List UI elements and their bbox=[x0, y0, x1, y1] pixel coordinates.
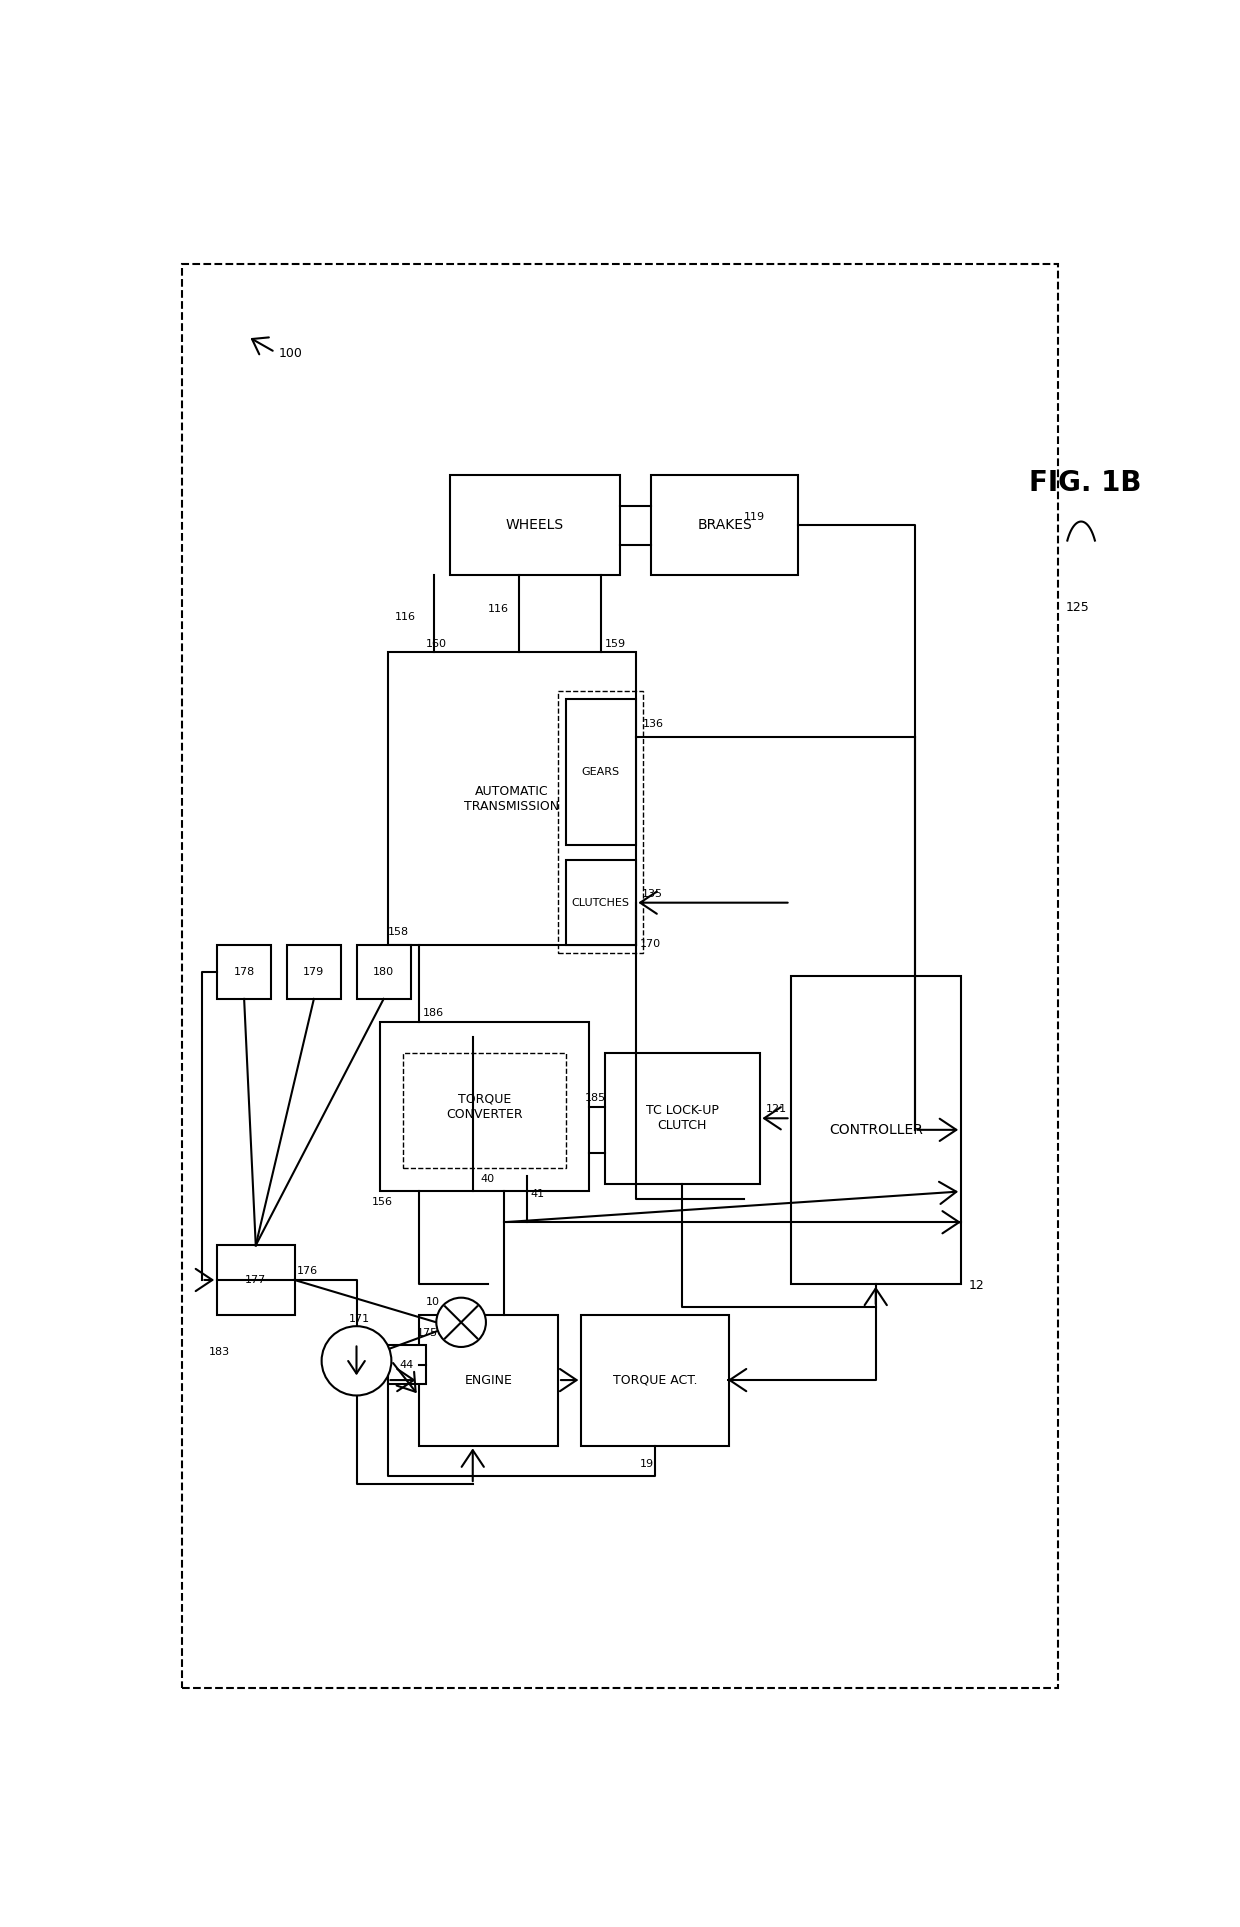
Text: 178: 178 bbox=[233, 967, 254, 977]
Text: TORQUE ACT.: TORQUE ACT. bbox=[613, 1374, 697, 1387]
Text: 186: 186 bbox=[423, 1008, 444, 1017]
Text: 177: 177 bbox=[246, 1276, 267, 1285]
Text: 158: 158 bbox=[387, 927, 409, 937]
Text: 180: 180 bbox=[373, 967, 394, 977]
FancyBboxPatch shape bbox=[379, 1021, 589, 1191]
Text: 176: 176 bbox=[296, 1266, 317, 1276]
FancyBboxPatch shape bbox=[286, 944, 341, 998]
FancyBboxPatch shape bbox=[387, 653, 635, 944]
Text: ENGINE: ENGINE bbox=[464, 1374, 512, 1387]
FancyBboxPatch shape bbox=[651, 476, 799, 576]
FancyBboxPatch shape bbox=[449, 476, 620, 576]
Text: TORQUE
CONVERTER: TORQUE CONVERTER bbox=[446, 1093, 523, 1122]
FancyBboxPatch shape bbox=[387, 1345, 427, 1384]
Text: 136: 136 bbox=[644, 719, 665, 730]
Text: 170: 170 bbox=[640, 938, 661, 948]
Circle shape bbox=[436, 1297, 486, 1347]
Text: 156: 156 bbox=[372, 1197, 393, 1206]
FancyBboxPatch shape bbox=[419, 1314, 558, 1445]
Text: 171: 171 bbox=[348, 1314, 370, 1324]
FancyBboxPatch shape bbox=[217, 944, 272, 998]
FancyBboxPatch shape bbox=[605, 1052, 759, 1183]
Text: 185: 185 bbox=[585, 1093, 606, 1102]
Text: 125: 125 bbox=[1065, 601, 1090, 615]
FancyBboxPatch shape bbox=[582, 1314, 729, 1445]
Text: 116: 116 bbox=[396, 611, 417, 622]
Text: 121: 121 bbox=[765, 1104, 787, 1114]
Text: 116: 116 bbox=[489, 603, 510, 615]
Text: WHEELS: WHEELS bbox=[506, 518, 564, 532]
Text: FIG. 1B: FIG. 1B bbox=[1029, 468, 1141, 497]
Text: 135: 135 bbox=[642, 888, 662, 898]
Text: 183: 183 bbox=[210, 1347, 231, 1357]
Text: 175: 175 bbox=[417, 1328, 438, 1337]
Text: 100: 100 bbox=[279, 347, 303, 360]
FancyBboxPatch shape bbox=[357, 944, 410, 998]
FancyBboxPatch shape bbox=[565, 700, 635, 844]
Text: 40: 40 bbox=[481, 1174, 495, 1183]
Text: 10: 10 bbox=[427, 1297, 440, 1307]
Text: CLUTCHES: CLUTCHES bbox=[572, 898, 630, 908]
Text: 179: 179 bbox=[304, 967, 325, 977]
Text: 44: 44 bbox=[399, 1360, 414, 1370]
Text: BRAKES: BRAKES bbox=[697, 518, 751, 532]
Text: TC LOCK-UP
CLUTCH: TC LOCK-UP CLUTCH bbox=[646, 1104, 718, 1133]
Text: AUTOMATIC
TRANSMISSION: AUTOMATIC TRANSMISSION bbox=[464, 784, 559, 813]
Text: GEARS: GEARS bbox=[582, 767, 620, 777]
Text: CONTROLLER: CONTROLLER bbox=[828, 1123, 923, 1137]
FancyBboxPatch shape bbox=[791, 975, 961, 1283]
Text: 160: 160 bbox=[427, 638, 448, 649]
Circle shape bbox=[321, 1326, 392, 1395]
Text: 119: 119 bbox=[744, 511, 765, 522]
Text: 19: 19 bbox=[640, 1459, 653, 1468]
FancyBboxPatch shape bbox=[565, 859, 635, 944]
Text: 41: 41 bbox=[531, 1189, 546, 1199]
FancyBboxPatch shape bbox=[217, 1245, 295, 1314]
Text: 159: 159 bbox=[605, 638, 626, 649]
Text: 12: 12 bbox=[968, 1278, 985, 1291]
